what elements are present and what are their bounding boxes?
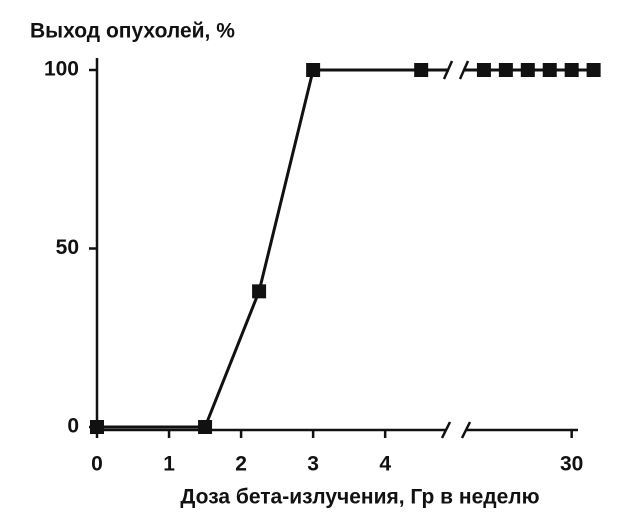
data-line: [97, 68, 594, 429]
x-axis-label: Доза бета-излучения, Гр в неделю: [180, 486, 539, 509]
x-tick-label: 1: [163, 453, 175, 476]
line-break-gap: [449, 60, 463, 80]
data-point: [198, 420, 213, 434]
data-point: [306, 63, 321, 77]
data-point: [564, 63, 579, 77]
axis-break: [460, 421, 472, 439]
data-point: [520, 63, 535, 77]
x-tick-label: 0: [91, 453, 103, 476]
data-point: [414, 63, 429, 77]
x-tick-label: 30: [560, 453, 583, 476]
x-tick-label: 2: [235, 453, 247, 476]
x-tick-label: 3: [307, 453, 319, 476]
line-break: [458, 60, 470, 80]
x-tick-label: 4: [379, 453, 391, 476]
data-point: [586, 63, 601, 77]
y-tick-label: 100: [44, 58, 79, 81]
chart-title: Выход опухолей, %: [30, 20, 235, 43]
y-tick-label: 50: [56, 236, 79, 259]
data-point: [90, 420, 104, 434]
data-point: [252, 284, 267, 299]
line-break: [442, 60, 454, 80]
y-tick-label: 0: [67, 415, 79, 438]
data-point: [476, 63, 491, 77]
axis-break: [440, 421, 452, 439]
data-point: [542, 63, 557, 77]
data-point: [498, 63, 513, 77]
